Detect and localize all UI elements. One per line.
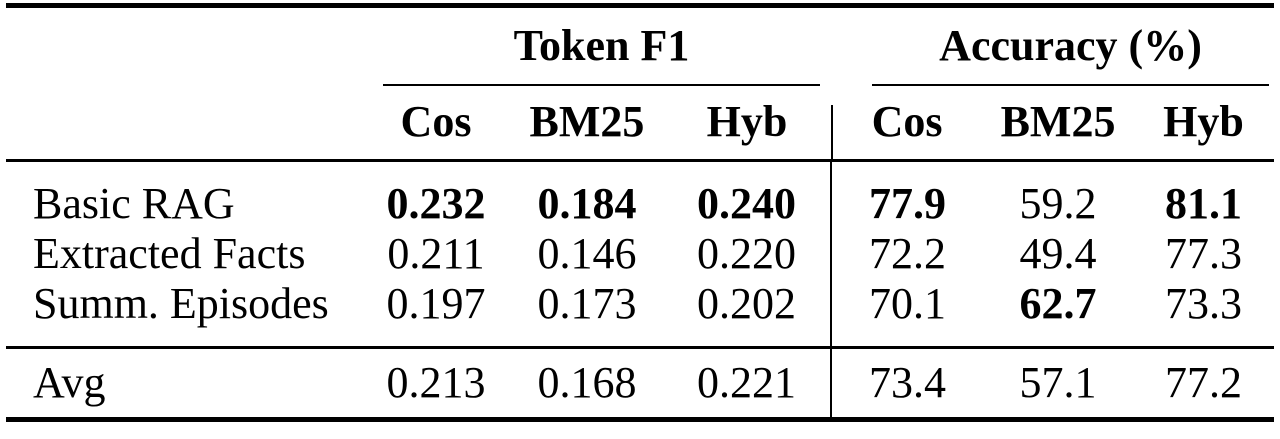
cell-basic-rag-accuracy-cos: 77.9 xyxy=(830,160,984,229)
table-row-avg: Avg 0.213 0.168 0.221 73.4 57.1 77.2 xyxy=(6,347,1274,419)
row-label-avg: Avg xyxy=(33,357,106,407)
table-body: Basic RAG 0.232 0.184 0.240 77.9 59.2 81… xyxy=(6,160,1275,347)
cell-basic-rag-tokenf1-cos: 0.232 xyxy=(386,178,486,228)
table-header: Token F1 Accuracy (%) Cos BM25 Hyb Cos B… xyxy=(6,6,1274,160)
column-group-accuracy: Accuracy (%) xyxy=(831,6,1274,86)
cell-summ-episodes-accuracy-bm25: 62.7 xyxy=(1019,278,1097,328)
cell-summ-episodes-accuracy-cos: 70.1 xyxy=(830,278,984,347)
cell-avg-tokenf1-bm25: 0.168 xyxy=(537,357,637,407)
cell-avg-accuracy-hyb: 77.2 xyxy=(1165,357,1243,407)
cell-extracted-facts-accuracy-bm25: 49.4 xyxy=(1019,228,1097,278)
col-header-accuracy-bm25: BM25 xyxy=(1000,97,1116,147)
col-header-accuracy-hyb: Hyb xyxy=(1163,97,1244,147)
col-header-tokenf1-bm25: BM25 xyxy=(529,97,645,147)
cell-avg-accuracy-bm25: 57.1 xyxy=(1019,357,1097,407)
cell-extracted-facts-tokenf1-cos: 0.211 xyxy=(387,228,485,278)
row-label-basic-rag: Basic RAG xyxy=(33,178,235,228)
table-row-extracted-facts: Extracted Facts 0.211 0.146 0.220 72.2 4… xyxy=(6,228,1274,279)
cell-basic-rag-tokenf1-hyb: 0.240 xyxy=(697,178,796,228)
results-table: Token F1 Accuracy (%) Cos BM25 Hyb Cos B… xyxy=(6,3,1275,422)
column-group-token-f1: Token F1 xyxy=(361,6,831,86)
cell-basic-rag-accuracy-hyb: 81.1 xyxy=(1165,178,1243,228)
cell-summ-episodes-accuracy-hyb: 73.3 xyxy=(1165,278,1243,328)
cell-avg-tokenf1-cos: 0.213 xyxy=(386,357,486,407)
col-header-tokenf1-cos: Cos xyxy=(400,97,472,147)
cell-extracted-facts-tokenf1-bm25: 0.146 xyxy=(537,228,637,278)
cell-basic-rag-accuracy-bm25: 59.2 xyxy=(1019,178,1097,228)
table-row-summ-episodes: Summ. Episodes 0.197 0.173 0.202 70.1 62… xyxy=(6,278,1274,347)
cell-avg-tokenf1-hyb: 0.221 xyxy=(697,357,796,407)
table-summary: Avg 0.213 0.168 0.221 73.4 57.1 77.2 xyxy=(6,347,1275,419)
cell-summ-episodes-tokenf1-cos: 0.197 xyxy=(386,278,486,328)
group-label-accuracy: Accuracy (%) xyxy=(939,21,1202,70)
corner-empty-cell xyxy=(6,6,361,87)
table-row-basic-rag: Basic RAG 0.232 0.184 0.240 77.9 59.2 81… xyxy=(6,160,1274,229)
col-header-accuracy-cos: Cos xyxy=(831,86,984,160)
column-group-row: Token F1 Accuracy (%) xyxy=(6,6,1274,87)
col-header-tokenf1-hyb: Hyb xyxy=(706,97,788,147)
cmidrule-token-f1: Token F1 xyxy=(383,8,821,86)
cell-extracted-facts-accuracy-cos: 72.2 xyxy=(830,228,984,279)
cell-basic-rag-tokenf1-bm25: 0.184 xyxy=(537,178,637,228)
cell-summ-episodes-tokenf1-bm25: 0.173 xyxy=(537,278,637,328)
cmidrule-accuracy: Accuracy (%) xyxy=(872,8,1270,86)
group-label-token-f1: Token F1 xyxy=(513,21,690,70)
sub-header-row: Cos BM25 Hyb Cos BM25 Hyb xyxy=(6,86,1274,160)
cell-extracted-facts-tokenf1-hyb: 0.220 xyxy=(697,228,796,278)
cell-extracted-facts-accuracy-hyb: 77.3 xyxy=(1165,228,1243,278)
row-label-header-empty xyxy=(6,86,361,160)
row-label-summ-episodes: Summ. Episodes xyxy=(33,278,329,328)
row-label-extracted-facts: Extracted Facts xyxy=(33,228,306,278)
cell-summ-episodes-tokenf1-hyb: 0.202 xyxy=(697,278,796,328)
cell-avg-accuracy-cos: 73.4 xyxy=(830,347,984,419)
